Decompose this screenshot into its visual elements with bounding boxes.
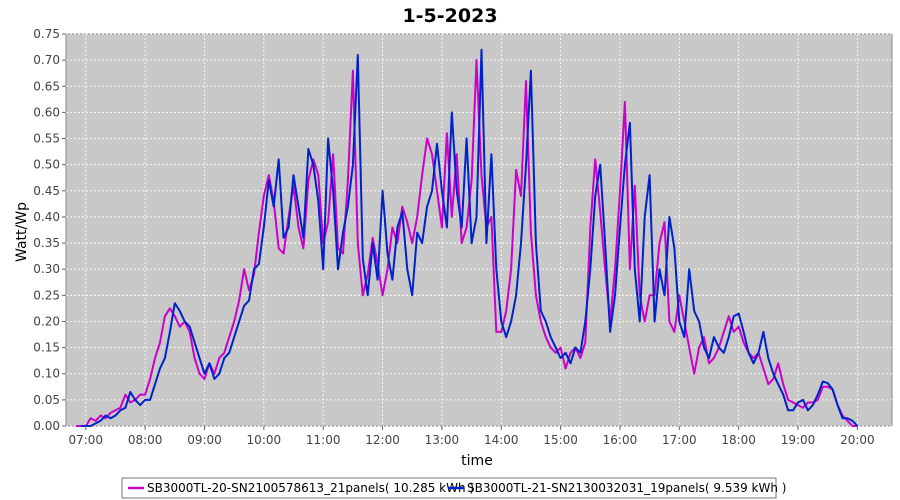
legend: SB3000TL-20-SN2100578613_21panels( 10.28… (121, 477, 786, 499)
x-tick-label: 10:00 (247, 433, 282, 447)
y-tick-label: 0.05 (33, 393, 60, 407)
legend-entry-2: SB3000TL-21-SN2130032031_19panels( 9.539… (467, 481, 786, 495)
y-tick-label: 0.40 (33, 210, 60, 224)
chart-title: 1-5-2023 (402, 5, 497, 27)
y-tick-label: 0.60 (33, 105, 60, 119)
y-tick-label: 0.35 (33, 236, 60, 250)
x-tick-label: 13:00 (425, 433, 460, 447)
x-tick-label: 14:00 (484, 433, 519, 447)
y-axis-label: Watt/Wp (14, 202, 30, 262)
y-tick-label: 0.50 (33, 158, 60, 172)
x-tick-label: 08:00 (128, 433, 163, 447)
x-tick-label: 18:00 (721, 433, 756, 447)
y-tick-label: 0.70 (33, 53, 60, 67)
y-tick-label: 0.55 (33, 132, 60, 146)
plot-background (65, 33, 893, 427)
plot-area (65, 33, 893, 427)
y-tick-label: 0.25 (33, 288, 60, 302)
y-tick-label: 0.15 (33, 341, 60, 355)
x-tick-label: 17:00 (662, 433, 697, 447)
y-tick-label: 0.75 (33, 27, 60, 41)
y-tick-label: 0.00 (33, 419, 60, 433)
x-tick-label: 19:00 (781, 433, 816, 447)
x-tick-label: 09:00 (187, 433, 222, 447)
y-tick-label: 0.10 (33, 367, 60, 381)
x-tick-label: 12:00 (365, 433, 400, 447)
legend-entry-1: SB3000TL-20-SN2100578613_21panels( 10.28… (147, 481, 474, 495)
series-line-2 (80, 48, 859, 427)
y-tick-label: 0.30 (33, 262, 60, 276)
x-tick-label: 15:00 (543, 433, 578, 447)
x-tick-label: 07:00 (68, 433, 103, 447)
y-tick-label: 0.65 (33, 79, 60, 93)
x-tick-label: 11:00 (306, 433, 341, 447)
x-tick-label: 16:00 (603, 433, 638, 447)
y-tick-label: 0.45 (33, 184, 60, 198)
y-tick-label: 0.20 (33, 314, 60, 328)
x-tick-label: 20:00 (840, 433, 875, 447)
x-axis-label: time (461, 453, 493, 469)
